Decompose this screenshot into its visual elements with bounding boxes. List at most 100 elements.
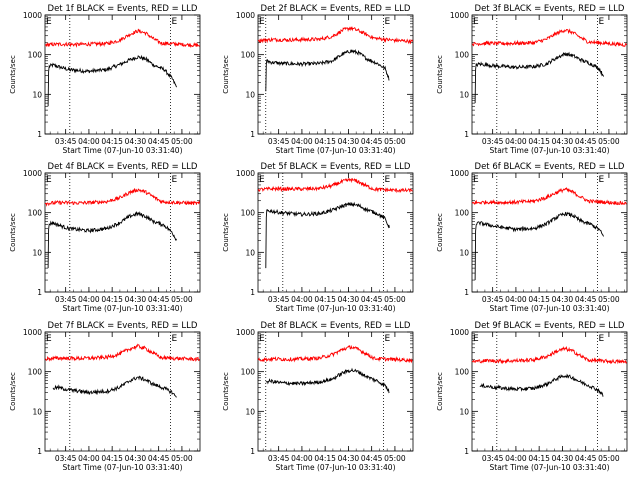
y-axis-label: Counts/sec bbox=[436, 55, 444, 94]
x-tick-label: 04:15 bbox=[101, 454, 123, 463]
event-marker-e: E bbox=[599, 334, 605, 344]
x-tick-label: 03:45 bbox=[482, 137, 504, 146]
y-tick-label: 1 bbox=[250, 447, 255, 456]
y-tick-label: 10 bbox=[459, 407, 469, 416]
event-marker-e: E bbox=[473, 175, 479, 185]
x-axis-label: Start Time (07-Jun-10 03:31:40) bbox=[490, 146, 610, 155]
panel-det-6: Det 6f BLACK = Events, RED = LLD 1 10 100 10… bbox=[436, 162, 628, 313]
y-tick-label: 1 bbox=[250, 288, 255, 297]
event-marker-e: E bbox=[172, 175, 178, 185]
panel-det-2: Det 2f BLACK = Events, RED = LLD 1 10 100 10… bbox=[222, 4, 414, 155]
x-tick-label: 04:30 bbox=[552, 454, 574, 463]
lld-series-line bbox=[471, 28, 627, 47]
event-marker-e: E bbox=[599, 175, 605, 185]
x-tick-label: 04:00 bbox=[78, 137, 100, 146]
event-marker-e: E bbox=[599, 17, 605, 27]
y-tick-label: 1 bbox=[37, 130, 42, 139]
events-series-line bbox=[47, 210, 178, 269]
x-tick-label: 04:30 bbox=[338, 454, 360, 463]
x-tick-label: 03:45 bbox=[268, 454, 290, 463]
y-axis-label: Counts/sec bbox=[222, 55, 230, 94]
y-tick-label: 100 bbox=[455, 209, 470, 218]
event-marker-e: E bbox=[172, 334, 178, 344]
panel-title: Det 7f BLACK = Events, RED = LLD bbox=[48, 321, 198, 331]
y-tick-label: 1000 bbox=[450, 11, 469, 20]
events-series-line bbox=[265, 49, 390, 92]
panel-det-1: Det 1f BLACK = Events, RED = LLD 1 10 100 10… bbox=[9, 4, 201, 155]
event-marker-e: E bbox=[259, 334, 265, 344]
panel-title: Det 8f BLACK = Events, RED = LLD bbox=[261, 321, 411, 331]
y-tick-label: 1 bbox=[464, 130, 469, 139]
panel-title: Det 6f BLACK = Events, RED = LLD bbox=[475, 162, 625, 172]
event-marker-e: E bbox=[172, 17, 178, 27]
x-tick-label: 04:15 bbox=[101, 137, 123, 146]
x-tick-label: 04:00 bbox=[505, 454, 527, 463]
events-series-line bbox=[52, 375, 177, 398]
y-tick-label: 10 bbox=[245, 248, 255, 257]
x-axis-label: Start Time (07-Jun-10 03:31:40) bbox=[63, 304, 183, 313]
panel-title: Det 3f BLACK = Events, RED = LLD bbox=[475, 4, 625, 14]
y-tick-label: 10 bbox=[32, 90, 42, 99]
plot-frame bbox=[44, 172, 201, 293]
x-tick-label: 05:00 bbox=[384, 137, 406, 146]
lld-series-line bbox=[45, 343, 200, 362]
x-tick-label: 03:45 bbox=[268, 137, 290, 146]
y-tick-label: 100 bbox=[241, 368, 256, 377]
panel-title: Det 2f BLACK = Events, RED = LLD bbox=[261, 4, 411, 14]
x-tick-label: 04:15 bbox=[314, 454, 336, 463]
x-axis-label: Start Time (07-Jun-10 03:31:40) bbox=[276, 463, 396, 472]
plot-frame bbox=[471, 331, 628, 452]
y-tick-label: 100 bbox=[455, 51, 470, 60]
y-tick-label: 10 bbox=[32, 248, 42, 257]
x-tick-label: 04:30 bbox=[338, 295, 360, 304]
y-tick-label: 10 bbox=[245, 407, 255, 416]
lld-series-line bbox=[45, 187, 201, 207]
events-series-line bbox=[479, 373, 604, 397]
y-tick-label: 10 bbox=[32, 407, 42, 416]
lld-series-line bbox=[472, 345, 627, 365]
lld-series-line bbox=[258, 26, 414, 45]
event-marker-e: E bbox=[473, 334, 479, 344]
events-series-line bbox=[265, 201, 390, 269]
x-axis-label: Start Time (07-Jun-10 03:31:40) bbox=[490, 304, 610, 313]
x-tick-label: 03:45 bbox=[55, 295, 77, 304]
event-marker-e: E bbox=[46, 17, 52, 27]
panel-det-7: Det 7f BLACK = Events, RED = LLD 1 10 100 10… bbox=[9, 321, 201, 472]
x-tick-label: 03:45 bbox=[482, 295, 504, 304]
x-tick-label: 04:15 bbox=[528, 137, 550, 146]
x-axis-label: Start Time (07-Jun-10 03:31:40) bbox=[276, 304, 396, 313]
lld-series-line bbox=[472, 187, 627, 206]
events-series-line bbox=[474, 211, 605, 281]
x-tick-label: 05:00 bbox=[598, 454, 620, 463]
y-tick-label: 1 bbox=[37, 288, 42, 297]
panel-det-3: Det 3f BLACK = Events, RED = LLD 1 10 100 10… bbox=[436, 4, 628, 155]
y-tick-label: 1 bbox=[464, 447, 469, 456]
y-tick-label: 100 bbox=[455, 368, 470, 377]
x-tick-label: 04:30 bbox=[125, 454, 147, 463]
events-series-line bbox=[47, 54, 178, 107]
plot-frame bbox=[257, 331, 414, 452]
y-tick-label: 10 bbox=[459, 90, 469, 99]
y-axis-label: Counts/sec bbox=[436, 372, 444, 411]
panel-det-9: Det 9f BLACK = Events, RED = LLD 1 10 100 10… bbox=[436, 321, 628, 472]
x-tick-label: 04:30 bbox=[338, 137, 360, 146]
x-tick-label: 04:15 bbox=[528, 454, 550, 463]
panel-title: Det 1f BLACK = Events, RED = LLD bbox=[48, 4, 198, 14]
panel-title: Det 9f BLACK = Events, RED = LLD bbox=[475, 321, 625, 331]
y-tick-label: 10 bbox=[459, 248, 469, 257]
x-tick-label: 04:15 bbox=[528, 295, 550, 304]
x-tick-label: 04:00 bbox=[505, 295, 527, 304]
lld-series-line bbox=[45, 28, 200, 49]
plot-frame bbox=[44, 331, 201, 452]
y-axis-label: Counts/sec bbox=[9, 55, 17, 94]
x-tick-label: 04:45 bbox=[575, 137, 597, 146]
x-tick-label: 04:00 bbox=[291, 295, 313, 304]
x-axis-label: Start Time (07-Jun-10 03:31:40) bbox=[63, 463, 183, 472]
events-series-line bbox=[265, 367, 390, 394]
y-tick-label: 1000 bbox=[236, 328, 255, 337]
x-tick-label: 04:00 bbox=[78, 295, 100, 304]
x-axis-label: Start Time (07-Jun-10 03:31:40) bbox=[63, 146, 183, 155]
x-tick-label: 05:00 bbox=[384, 454, 406, 463]
panel-det-5: Det 5f BLACK = Events, RED = LLD 1 10 100 10… bbox=[222, 162, 414, 313]
